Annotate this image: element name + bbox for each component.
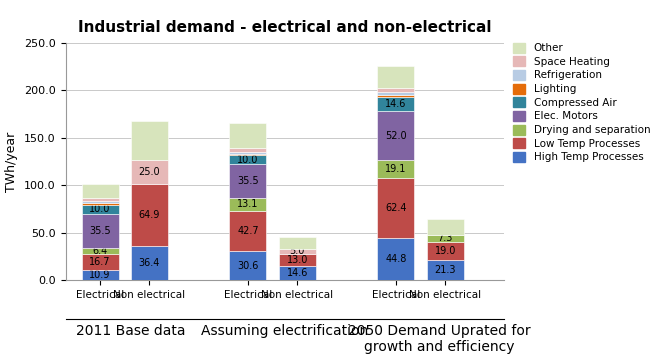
Bar	[229, 152, 267, 154]
Text: 14.6: 14.6	[287, 268, 308, 278]
Bar	[81, 201, 119, 203]
Bar	[131, 246, 168, 280]
Bar	[229, 123, 267, 148]
Text: 6.4: 6.4	[92, 246, 107, 256]
Text: 64.9: 64.9	[139, 210, 160, 220]
Text: 21.3: 21.3	[434, 265, 456, 275]
Bar	[377, 160, 415, 178]
Bar	[81, 270, 119, 280]
Bar	[131, 184, 168, 246]
Bar	[131, 160, 168, 184]
Bar	[279, 237, 316, 249]
Text: 7.3: 7.3	[438, 233, 453, 243]
Text: 14.6: 14.6	[385, 99, 407, 109]
Bar	[279, 249, 316, 254]
Bar	[377, 178, 415, 238]
Bar	[229, 155, 267, 164]
Text: 13.1: 13.1	[237, 199, 259, 209]
Bar	[426, 242, 464, 260]
Text: 42.7: 42.7	[237, 226, 259, 236]
Bar	[229, 198, 267, 210]
Text: 10.0: 10.0	[89, 204, 111, 214]
Bar	[279, 266, 316, 280]
Bar	[426, 235, 464, 242]
Bar	[81, 254, 119, 270]
Text: 19.0: 19.0	[434, 246, 456, 256]
Text: 35.5: 35.5	[89, 226, 111, 236]
Bar	[377, 88, 415, 93]
Bar	[229, 210, 267, 251]
Bar	[377, 93, 415, 95]
Bar	[377, 66, 415, 88]
Text: 36.4: 36.4	[139, 258, 160, 268]
Bar	[377, 238, 415, 280]
Text: 5.0: 5.0	[290, 247, 305, 256]
Text: 10.9: 10.9	[89, 270, 111, 280]
Text: 30.6: 30.6	[237, 261, 259, 271]
Text: 16.7: 16.7	[89, 257, 111, 267]
Bar	[279, 254, 316, 266]
Bar	[229, 148, 267, 152]
Bar	[81, 205, 119, 214]
Title: Industrial demand - electrical and non-electrical: Industrial demand - electrical and non-e…	[78, 20, 492, 35]
Bar	[229, 154, 267, 155]
Bar	[229, 164, 267, 198]
Text: 19.1: 19.1	[385, 164, 407, 174]
Text: 62.4: 62.4	[385, 203, 407, 213]
Bar	[377, 97, 415, 111]
Text: 13.0: 13.0	[287, 255, 308, 265]
Bar	[426, 260, 464, 280]
Bar	[81, 248, 119, 254]
Text: 25.0: 25.0	[138, 167, 160, 177]
Text: 52.0: 52.0	[385, 131, 407, 141]
Bar	[131, 121, 168, 160]
Text: 44.8: 44.8	[385, 254, 407, 264]
Bar	[377, 95, 415, 97]
Bar	[81, 203, 119, 205]
Y-axis label: TWh/year: TWh/year	[5, 131, 18, 192]
Bar	[81, 198, 119, 201]
Bar	[426, 219, 464, 235]
Bar	[81, 184, 119, 198]
Legend: Other, Space Heating, Refrigeration, Lighting, Compressed Air, Elec. Motors, Dry: Other, Space Heating, Refrigeration, Lig…	[509, 38, 654, 167]
Text: 10.0: 10.0	[237, 155, 259, 165]
Bar	[377, 111, 415, 160]
Bar	[81, 214, 119, 248]
Text: 35.5: 35.5	[237, 176, 259, 186]
Bar	[229, 251, 267, 280]
